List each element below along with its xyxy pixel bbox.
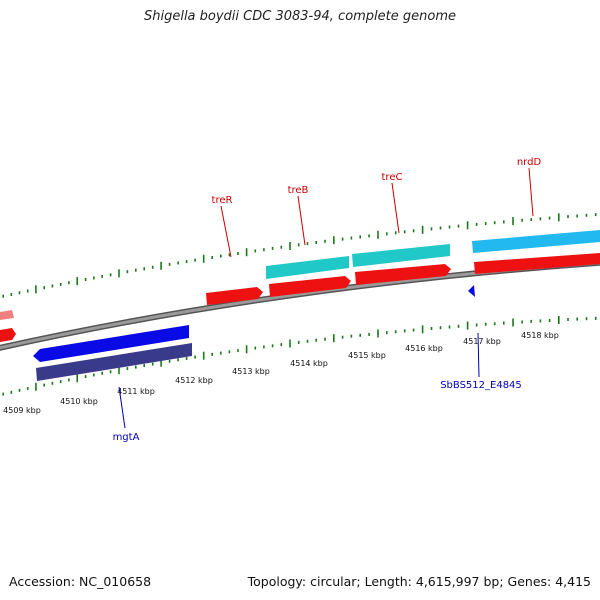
gene-arrow-mgtA-navy — [36, 343, 192, 381]
genome-backbone-highlight — [0, 261, 600, 350]
kbp-label: 4513 kbp — [232, 367, 270, 376]
label-pointers — [118, 167, 534, 429]
kbp-label: 4516 kbp — [405, 344, 443, 353]
gene-arrow-treB-cyan — [266, 256, 349, 279]
pointer-treC — [391, 182, 400, 234]
label-mgtA: mgtA — [113, 432, 140, 443]
gene-arrow-red-left-2 — [0, 328, 16, 342]
kbp-label: 4511 kbp — [117, 387, 155, 396]
genome-summary-text: Topology: circular; Length: 4,615,997 bp… — [247, 574, 591, 589]
upper-tick-track — [2, 213, 597, 298]
gene-arrow-nrdD — [474, 253, 600, 274]
pointer-treB — [297, 195, 306, 246]
gene-arrow-treR — [206, 287, 263, 305]
kbp-label: 4510 kbp — [60, 397, 98, 406]
pointer-mgtA — [118, 386, 126, 429]
kbp-scale-labels: 4509 kbp 4510 kbp 4511 kbp 4512 kbp 4513… — [3, 331, 559, 415]
lower-tick-track — [2, 316, 597, 396]
gene-labels: treR treB treC nrdD mgtA SbBS512_E4845 — [113, 157, 542, 443]
upper-gene-track — [0, 230, 600, 342]
genome-title: Shigella boydii CDC 3083-94, complete ge… — [143, 9, 457, 24]
gene-arrow-nrdD-blue — [472, 230, 600, 253]
pointer-nrdD — [528, 167, 534, 217]
kbp-label: 4517 kbp — [463, 337, 501, 346]
kbp-label: 4512 kbp — [175, 376, 213, 385]
kbp-label: 4515 kbp — [348, 351, 386, 360]
label-treR: treR — [212, 195, 233, 206]
label-nrdD: nrdD — [517, 157, 542, 168]
lower-gene-track — [33, 325, 192, 381]
gene-arrow-sbbs-small — [468, 285, 475, 297]
label-sbbs: SbBS512_E4845 — [440, 380, 522, 391]
kbp-label: 4514 kbp — [290, 359, 328, 368]
pointer-sbbs — [477, 332, 480, 378]
kbp-label: 4518 kbp — [521, 331, 559, 340]
gene-arrow-treC-cyan — [352, 244, 450, 267]
gene-arrow-treC — [355, 264, 451, 285]
genome-backbone — [0, 259, 600, 351]
gene-arrow-treB — [269, 276, 351, 297]
gene-arrow-mgtA — [33, 325, 189, 362]
kbp-label: 4509 kbp — [3, 406, 41, 415]
gene-arrow-red-left — [0, 310, 14, 320]
accession-text: Accession: NC_010658 — [9, 574, 152, 589]
pointer-treR — [220, 205, 232, 258]
label-treC: treC — [382, 172, 403, 183]
label-treB: treB — [288, 185, 309, 196]
